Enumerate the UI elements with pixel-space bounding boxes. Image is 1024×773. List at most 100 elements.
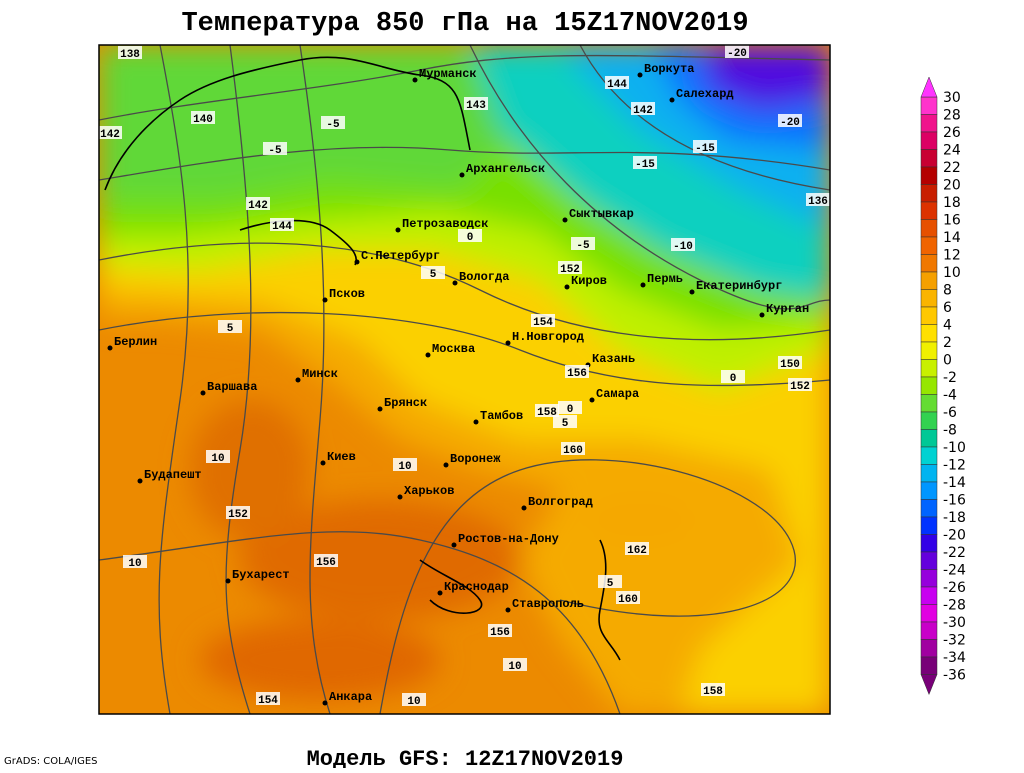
city-label: Киев [327, 450, 356, 464]
city-dot [425, 352, 431, 358]
city-label: Воронеж [450, 452, 501, 466]
contour-label-box [633, 156, 657, 169]
contour-label: 158 [703, 686, 723, 698]
city-label: Волгоград [528, 495, 593, 509]
colorbar-band [920, 166, 938, 185]
city-dot [322, 297, 328, 303]
colorbar-band [920, 394, 938, 413]
city-dot [443, 462, 449, 468]
city-dot [377, 406, 383, 412]
contour-label-box [561, 442, 585, 455]
contour-label-box [725, 45, 749, 58]
colorbar-band [920, 656, 938, 675]
colorbar-label: 6 [943, 300, 952, 316]
model-footer: Модель GFS: 12Z17NOV2019 [307, 747, 624, 768]
contour-label: -20 [727, 48, 747, 60]
contour-label-box [191, 111, 215, 124]
contour-label: 5 [607, 578, 614, 590]
colorbar-label: 22 [943, 160, 961, 176]
colorbar-label: -18 [943, 510, 966, 526]
map-frame [98, 44, 831, 715]
city-label: Курган [766, 302, 809, 316]
colorbar-label: -8 [943, 423, 957, 439]
contour-label: 142 [248, 200, 268, 212]
city-label: Бухарест [232, 568, 290, 582]
colorbar-label: -34 [943, 650, 966, 666]
city-dot [689, 289, 695, 295]
map-title: Температура 850 гПа на 15Z17NOV2019 [181, 9, 748, 39]
contour-label-box [558, 401, 582, 414]
colorbar-label: 16 [943, 213, 961, 229]
contour-label: 136 [808, 196, 828, 208]
contour-label: 0 [567, 404, 574, 416]
city-label: Берлин [114, 335, 157, 349]
contour-label-box [693, 140, 717, 153]
contour-label: 140 [193, 114, 213, 126]
city-dot [669, 97, 675, 103]
colorbar-label: -30 [943, 615, 966, 631]
colorbar-label: -24 [943, 563, 966, 579]
contour-label-box [778, 356, 802, 369]
contour-label-box [226, 506, 250, 519]
contour-label-box [393, 458, 417, 471]
colorbar-label: 24 [943, 143, 961, 159]
colorbar-label: -6 [943, 405, 957, 421]
city-label: Мурманск [419, 67, 477, 81]
contour-label: 154 [258, 695, 278, 707]
contour-label-box [565, 365, 589, 378]
contour-label: 138 [120, 49, 140, 61]
contour-label: 144 [272, 221, 292, 233]
contour-label-box [118, 46, 142, 59]
city-label: Казань [592, 352, 635, 366]
colorbar-band [920, 289, 938, 308]
contour-label-box [571, 237, 595, 250]
city-label: Харьков [404, 484, 454, 498]
colorbar-label: 8 [943, 283, 952, 299]
contour-label: 152 [790, 381, 810, 393]
city-dot [397, 494, 403, 500]
contour-label: 5 [227, 323, 234, 335]
contour-label: 0 [730, 373, 737, 385]
contour-label-box [605, 76, 629, 89]
contour-label: 156 [316, 557, 336, 569]
colorbar-band [920, 639, 938, 658]
contour-label-box [788, 378, 812, 391]
city-label: Салехард [676, 87, 734, 101]
colorbar-band [920, 446, 938, 465]
city-dot [437, 590, 443, 596]
contour-label-box [701, 683, 725, 696]
contour-label: -20 [780, 117, 800, 129]
city-label: Екатеринбург [696, 278, 782, 293]
contour-label: -10 [673, 241, 693, 253]
contour-label: -15 [635, 159, 655, 171]
colorbar-label: -12 [943, 458, 966, 474]
colorbar-band [920, 184, 938, 203]
city-label: Сыктывкар [569, 207, 634, 221]
contour-label: 154 [533, 317, 553, 329]
colorbar-label: -4 [943, 388, 957, 404]
city-dot [320, 460, 326, 466]
contour-label-box [458, 229, 482, 242]
contour-label: -5 [576, 240, 590, 252]
city-label: Краснодар [444, 580, 509, 594]
colorbar-band [920, 201, 938, 220]
isolines [99, 45, 830, 714]
contour-label-box [503, 658, 527, 671]
colorbar-label: 28 [943, 108, 961, 124]
coastlines [104, 56, 621, 661]
map-area: Мурманск Воркута Салехард Архангельск Петроз… [99, 45, 830, 714]
city-dot [137, 478, 143, 484]
contour-label: 5 [562, 418, 569, 430]
contour-label-box [721, 370, 745, 383]
contour-label: 10 [128, 558, 141, 570]
contour-label-box [270, 218, 294, 231]
contour-label-box [535, 404, 559, 417]
contour-label-layer: 138 140 142 142 144 143 144 142 152 154 156 158 160 1… [99, 45, 830, 708]
city-label: Варшава [207, 380, 257, 394]
colorbar-label: 4 [943, 318, 952, 334]
city-dot [354, 259, 360, 265]
city-label: Архангельск [466, 162, 545, 176]
contour-label: 142 [100, 129, 120, 141]
colorbar-label: 14 [943, 230, 961, 246]
city-label: Псков [329, 287, 365, 301]
